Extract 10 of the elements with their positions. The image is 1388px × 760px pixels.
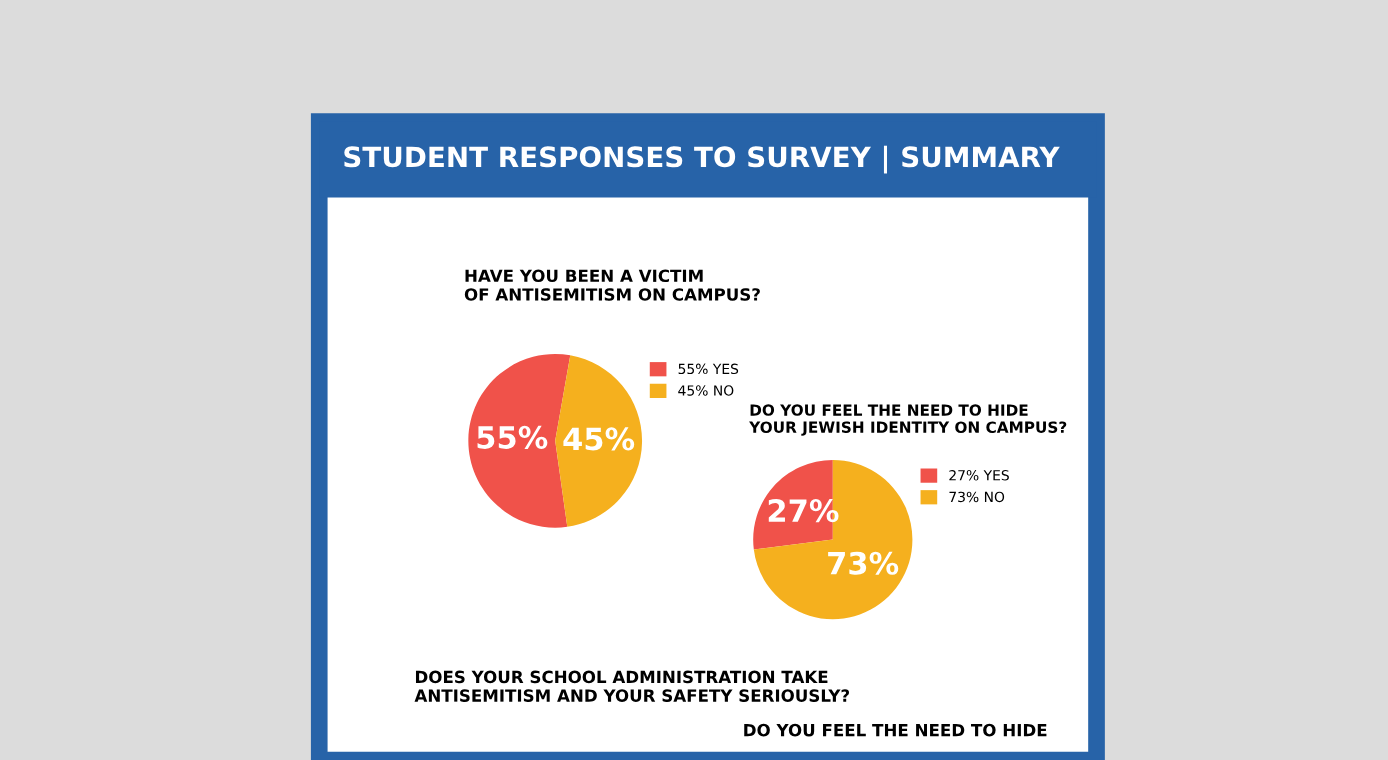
pie-slice [555,355,643,527]
chart-subtitle: HAVE YOU BEEN A VICTIM OF ANTISEMITISM ON CAMPUS? [464,269,760,301]
data-label: 55% [477,425,548,449]
data-label: 45% [563,427,635,451]
data-label: 73% [828,551,899,575]
pie-slice [753,459,913,620]
chart-title: STUDENT RESPONSES TO SURVEY | SUMMARY [344,145,1060,174]
text: DOES YOUR SCHOOL ADMINISTRATION TAKE ANTISEMITISM AND YOUR SAFETY SERIOUSLY? [414,670,850,702]
text: DO YOU FEEL THE NEED TO HIDE [744,723,1047,737]
data-label: 27% [768,499,839,523]
